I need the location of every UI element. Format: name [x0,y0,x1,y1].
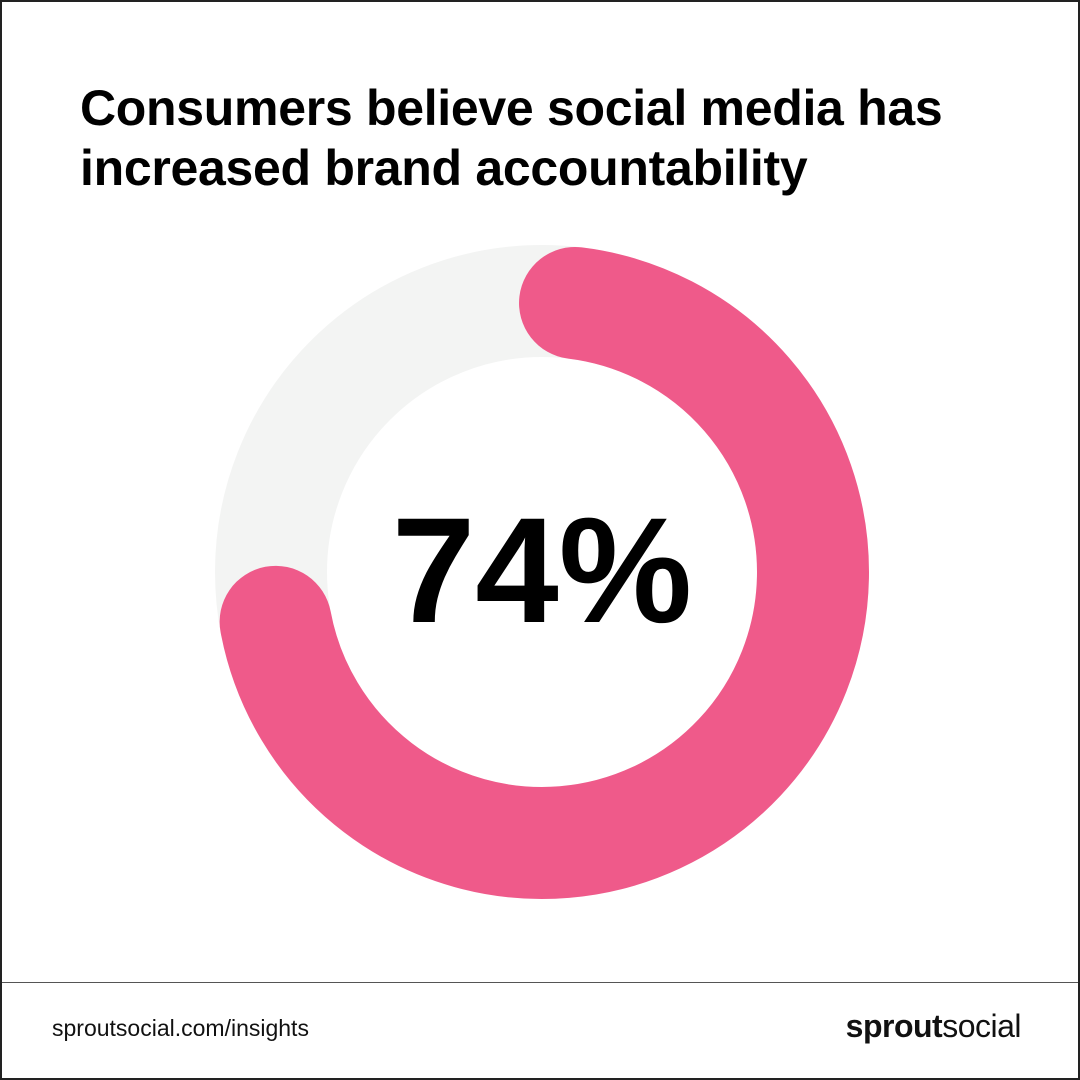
chart-title: Consumers believe social media has incre… [80,80,943,196]
logo-sprout: sprout [845,1008,943,1044]
center-percentage: 74% [392,486,692,654]
donut-arc-74 [219,247,869,899]
footer-url: sproutsocial.com/insights [52,1015,309,1041]
sprout-social-logo: sproutsocial [845,1008,1022,1045]
footer-divider [2,982,1078,983]
logo-social: social [942,1008,1021,1044]
